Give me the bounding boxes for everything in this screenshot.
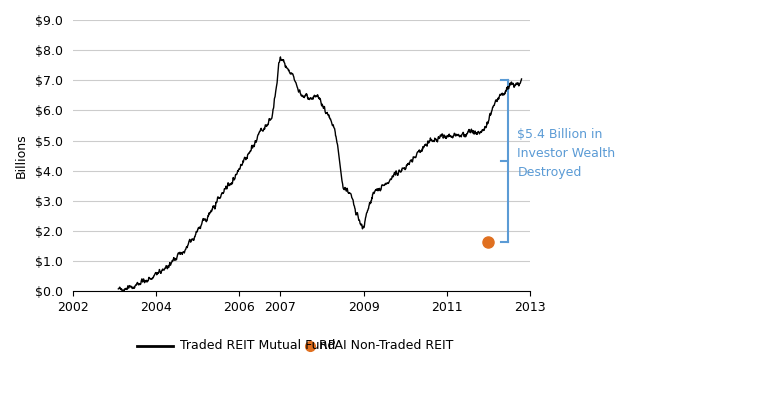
Text: Traded REIT Mutual Fund: Traded REIT Mutual Fund <box>180 339 335 352</box>
Text: $5.4 Billion in
Investor Wealth
Destroyed: $5.4 Billion in Investor Wealth Destroye… <box>518 128 615 179</box>
Text: RPAI Non-Traded REIT: RPAI Non-Traded REIT <box>319 339 453 352</box>
Y-axis label: Billions: Billions <box>15 133 28 178</box>
